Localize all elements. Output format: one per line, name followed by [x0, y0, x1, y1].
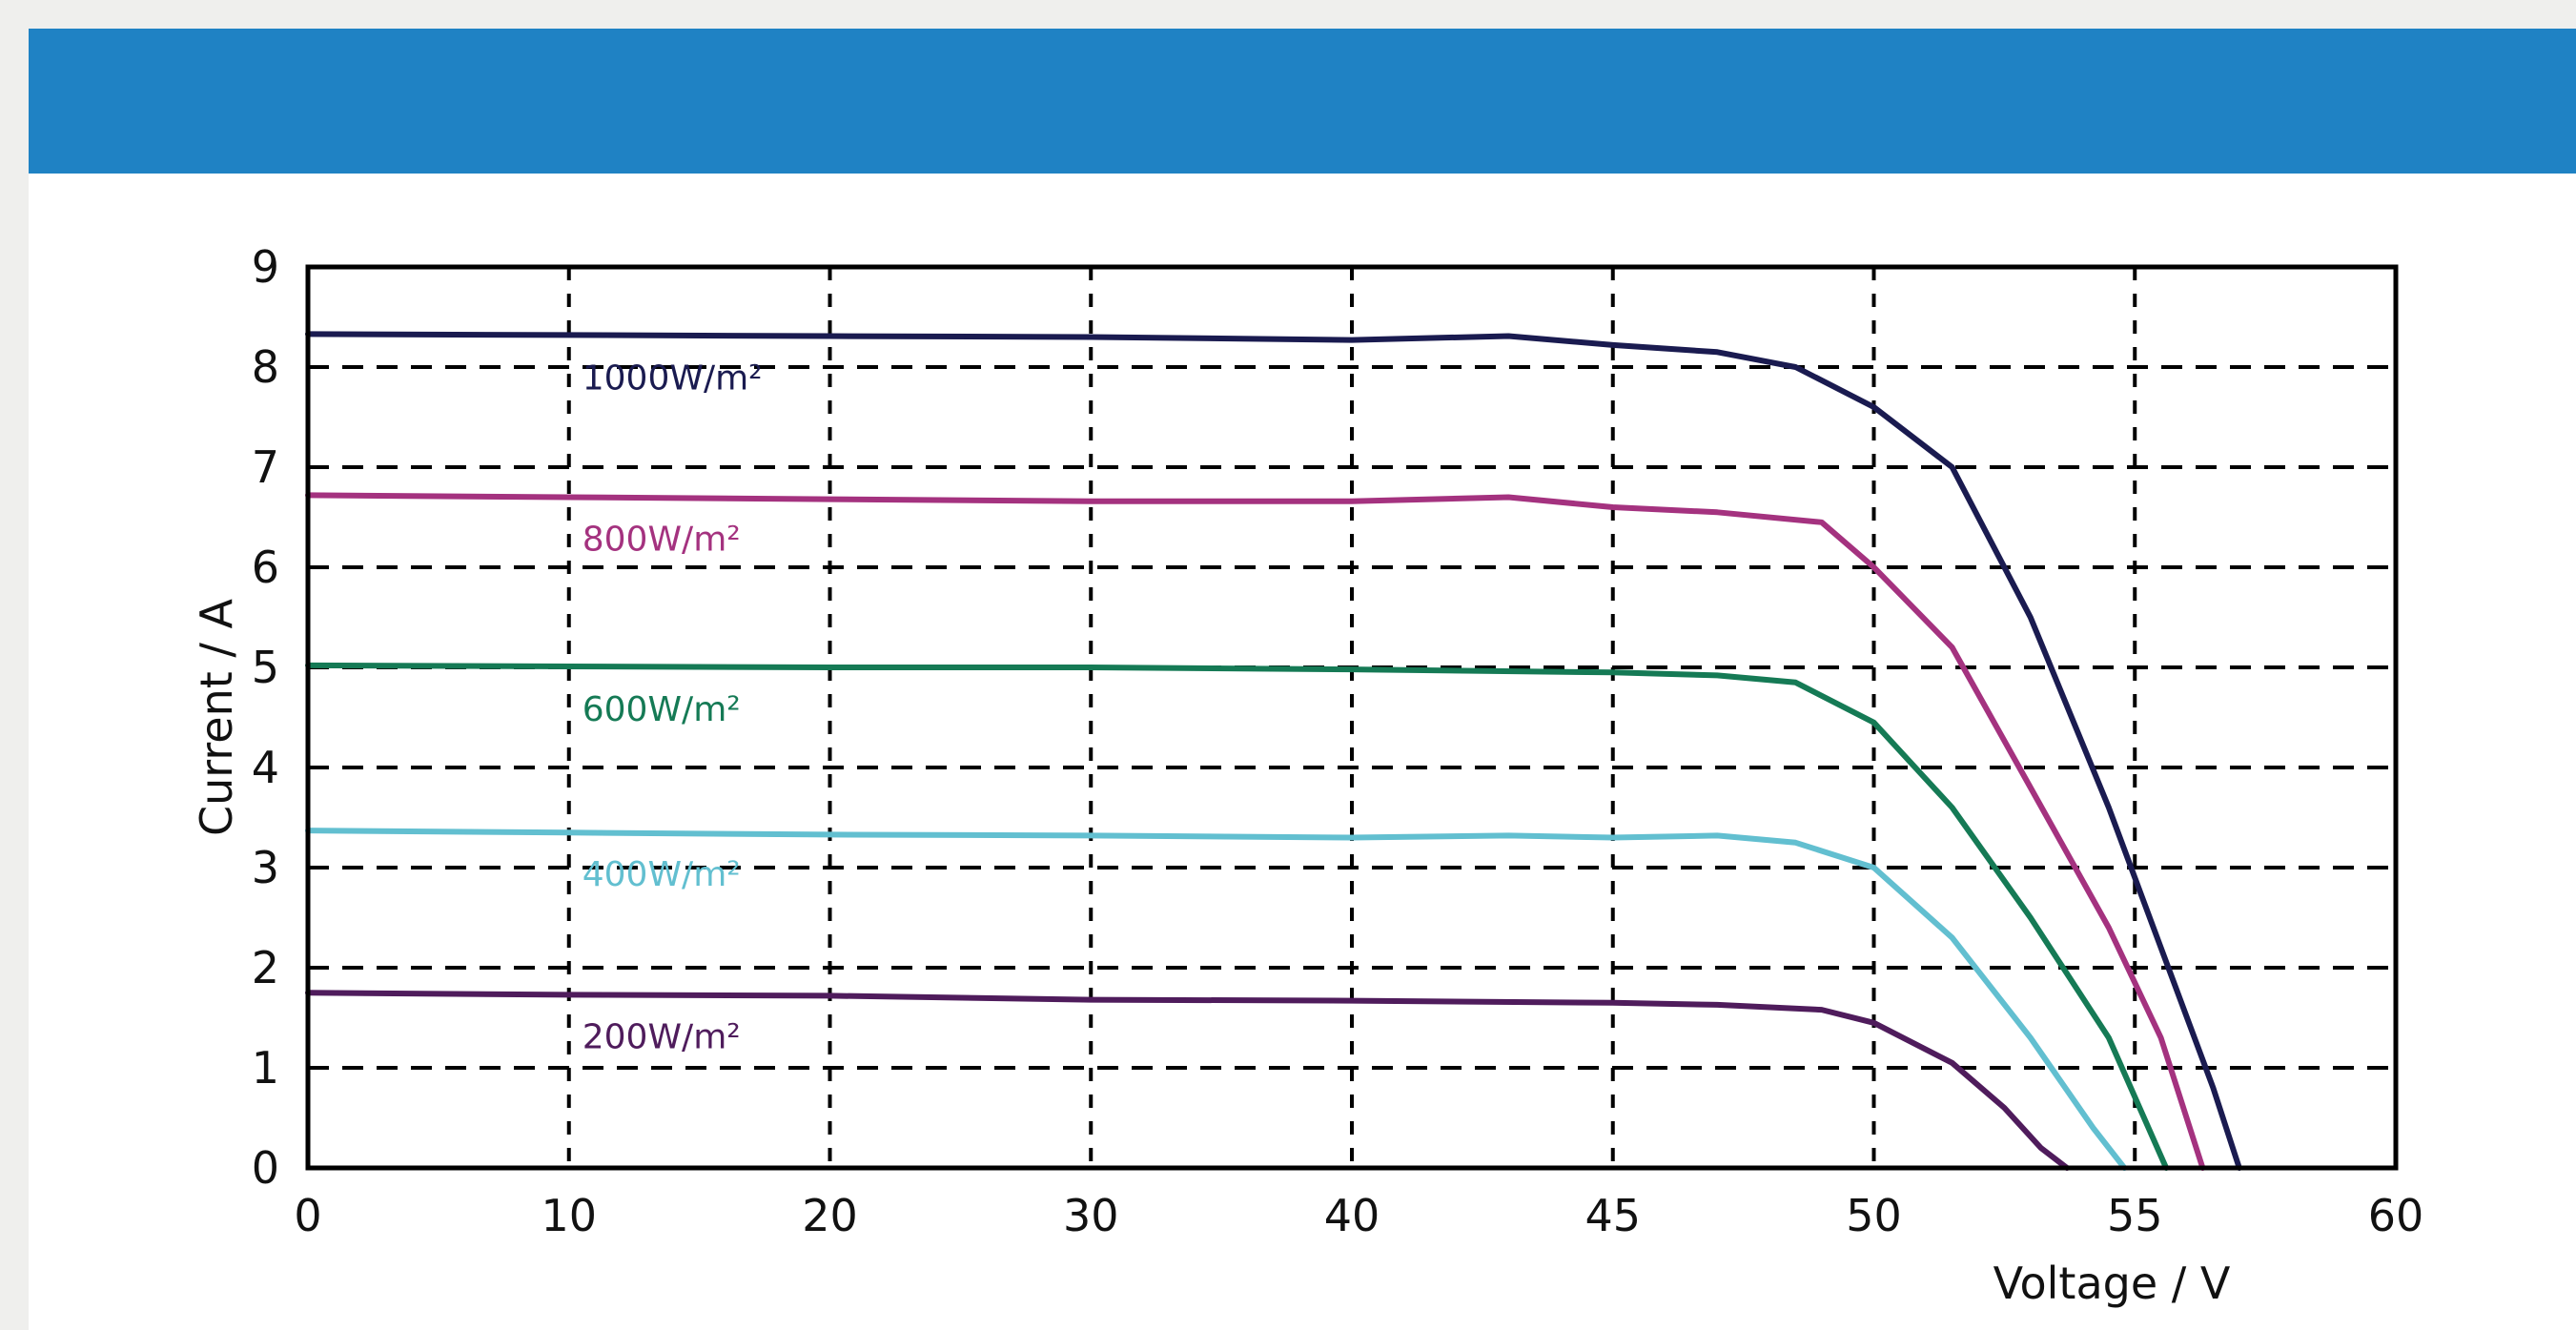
x-axis-label: Voltage / V [1993, 1258, 2231, 1309]
series-label: 1000W/m² [583, 358, 763, 398]
series-label: 800W/m² [583, 520, 741, 559]
series-line [305, 492, 2206, 1171]
y-tick-label: 7 [252, 441, 279, 493]
y-tick-label: 8 [252, 341, 279, 393]
x-tick-label: 50 [1846, 1190, 1902, 1241]
series-label: 600W/m² [583, 690, 741, 729]
series-label: 400W/m² [583, 855, 741, 894]
y-axis-label: Current / A [191, 598, 242, 836]
y-tick-label: 9 [252, 241, 279, 293]
y-tick-label: 3 [252, 842, 279, 893]
plot-frame [305, 264, 2399, 1171]
series-line [305, 828, 2128, 1171]
y-tick-label: 0 [252, 1142, 279, 1194]
series-group [305, 331, 2242, 1171]
y-tick-label: 5 [252, 642, 279, 693]
x-tick-label: 0 [294, 1190, 321, 1241]
series-line [305, 331, 2242, 1171]
x-tick-label: 10 [541, 1190, 597, 1241]
y-tick-label: 2 [252, 942, 279, 993]
chart-panel: 0 10 20 30 40 45 50 55 60 0 1 2 3 4 5 6 7 8 9 1000W/m² 800W… [29, 174, 2576, 1330]
x-tick-label: 40 [1324, 1190, 1380, 1241]
series-line [305, 990, 2071, 1171]
series-line [305, 662, 2170, 1171]
y-tick-label: 4 [252, 742, 279, 793]
y-tick-label: 6 [252, 542, 279, 593]
series-label: 200W/m² [583, 1017, 741, 1056]
x-tick-label: 45 [1584, 1190, 1641, 1241]
y-tick-label: 1 [252, 1042, 279, 1094]
x-tick-label: 20 [802, 1190, 858, 1241]
x-tick-label: 30 [1063, 1190, 1119, 1241]
x-tick-label: 55 [2107, 1190, 2163, 1241]
header-banner [29, 29, 2576, 174]
x-tick-label: 60 [2368, 1190, 2424, 1241]
curve-labels: 1000W/m² 800W/m² 600W/m² 400W/m² 200W/m² [583, 358, 763, 1056]
